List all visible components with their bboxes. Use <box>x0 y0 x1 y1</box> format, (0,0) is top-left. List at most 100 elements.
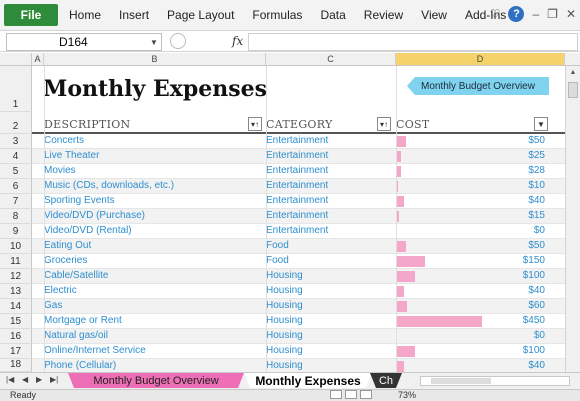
scroll-up-icon[interactable]: ▲ <box>569 69 577 76</box>
cell-category[interactable]: Housing <box>266 315 303 326</box>
row-header[interactable]: 3 <box>0 134 32 149</box>
row-header[interactable]: 14 <box>0 299 32 314</box>
cell-category[interactable]: Entertainment <box>266 165 329 176</box>
cell-description[interactable]: Gas <box>44 300 63 311</box>
cell-cost[interactable]: $100 <box>522 270 545 281</box>
row-header[interactable]: 12 <box>0 269 32 284</box>
menu-formulas[interactable]: Formulas <box>252 8 303 22</box>
tab-monthly-expenses[interactable]: Monthly Expenses <box>244 373 372 388</box>
cell-category[interactable]: Entertainment <box>266 135 329 146</box>
menu-review[interactable]: Review <box>363 8 404 22</box>
cell-description[interactable]: Music (CDs, downloads, etc.) <box>44 180 175 191</box>
table-row[interactable]: Groceries Food $150 <box>32 254 565 269</box>
row-header[interactable]: 1 <box>0 66 32 112</box>
table-row[interactable]: Phone (Cellular) Housing $40 <box>32 359 565 372</box>
prev-sheet-icon[interactable]: ◀ <box>22 375 29 384</box>
table-row[interactable]: Cable/Satellite Housing $100 <box>32 269 565 284</box>
table-row[interactable]: Movies Entertainment $28 <box>32 164 565 179</box>
row-header[interactable]: 4 <box>0 149 32 164</box>
row-header[interactable]: 18 <box>0 359 32 372</box>
menu-add-ins[interactable]: Add-Ins <box>464 8 507 22</box>
table-row[interactable]: Video/DVD (Rental) Entertainment $0 <box>32 224 565 239</box>
table-row[interactable]: Video/DVD (Purchase) Entertainment $15 <box>32 209 565 224</box>
row-header[interactable]: 13 <box>0 284 32 299</box>
cell-category[interactable]: Entertainment <box>266 195 329 206</box>
cell-category[interactable]: Entertainment <box>266 150 329 161</box>
filter-sort-icon[interactable]: ▾↑ <box>248 117 262 131</box>
cell-cost[interactable]: $450 <box>522 315 545 326</box>
cell-description[interactable]: Video/DVD (Purchase) <box>44 210 145 221</box>
table-row[interactable]: Gas Housing $60 <box>32 299 565 314</box>
row-header[interactable]: 11 <box>0 254 32 269</box>
cell-category[interactable]: Housing <box>266 270 303 281</box>
select-all-corner[interactable] <box>0 53 32 65</box>
cell-category[interactable]: Housing <box>266 345 303 356</box>
page-break-view-icon[interactable] <box>360 390 372 399</box>
worksheet-grid[interactable]: Monthly Expenses Monthly Budget Overview… <box>32 66 565 372</box>
table-row[interactable]: Mortgage or Rent Housing $450 <box>32 314 565 329</box>
row-header[interactable]: 7 <box>0 194 32 209</box>
cell-cost[interactable]: $28 <box>528 165 545 176</box>
row-header[interactable]: 8 <box>0 209 32 224</box>
column-header-d[interactable]: D <box>396 53 565 65</box>
menu-view[interactable]: View <box>421 8 447 22</box>
cell-cost[interactable]: $40 <box>528 285 545 296</box>
cell-description[interactable]: Cable/Satellite <box>44 270 109 281</box>
cell-cost[interactable]: $50 <box>528 240 545 251</box>
horizontal-scrollbar[interactable] <box>420 376 570 386</box>
cell-category[interactable]: Entertainment <box>266 225 329 236</box>
insert-function-icon[interactable]: fx <box>232 34 244 48</box>
cell-cost[interactable]: $0 <box>533 225 545 236</box>
filter-sort-icon[interactable]: ▾↑ <box>377 117 391 131</box>
restore-icon[interactable]: ❐ <box>547 7 558 21</box>
cell-description[interactable]: Groceries <box>44 255 88 266</box>
hscroll-thumb[interactable] <box>431 378 491 384</box>
table-row[interactable]: Eating Out Food $50 <box>32 239 565 254</box>
first-sheet-icon[interactable]: |◀ <box>6 375 15 384</box>
row-header[interactable]: 15 <box>0 314 32 329</box>
vertical-scrollbar[interactable]: ▲ <box>565 66 580 372</box>
cell-description[interactable]: Sporting Events <box>44 195 115 206</box>
cell-description[interactable]: Mortgage or Rent <box>44 315 122 326</box>
cell-cost[interactable]: $150 <box>522 255 545 266</box>
table-row[interactable]: Electric Housing $40 <box>32 284 565 299</box>
close-icon[interactable]: ✕ <box>565 7 576 21</box>
row-header[interactable]: 9 <box>0 224 32 239</box>
help-icon[interactable]: ? <box>508 6 525 22</box>
menu-home[interactable]: Home <box>69 8 102 22</box>
table-row[interactable]: Music (CDs, downloads, etc.) Entertainmen… <box>32 179 565 194</box>
cell-category[interactable]: Housing <box>266 285 303 296</box>
menu-insert[interactable]: Insert <box>119 8 150 22</box>
cell-category[interactable]: Entertainment <box>266 180 329 191</box>
cell-cost[interactable]: $25 <box>528 150 545 161</box>
formula-handle-icon[interactable] <box>170 33 186 49</box>
column-header-c[interactable]: C <box>266 53 396 65</box>
table-row[interactable]: Online/Internet Service Housing $100 <box>32 344 565 359</box>
zoom-level[interactable]: 73% <box>398 390 417 400</box>
normal-view-icon[interactable] <box>330 390 342 399</box>
cell-description[interactable]: Concerts <box>44 135 85 146</box>
row-header[interactable]: 10 <box>0 239 32 254</box>
next-sheet-icon[interactable]: ▶ <box>36 375 43 384</box>
cell-description[interactable]: Video/DVD (Rental) <box>44 225 132 236</box>
tab-monthly-budget-overview[interactable]: Monthly Budget Overview <box>68 373 244 388</box>
cell-cost[interactable]: $50 <box>528 135 545 146</box>
menu-data[interactable]: Data <box>320 8 346 22</box>
row-header[interactable]: 16 <box>0 329 32 344</box>
cell-description[interactable]: Online/Internet Service <box>44 345 146 356</box>
budget-overview-button[interactable]: Monthly Budget Overview <box>407 77 549 95</box>
ribbon-collapse-icon[interactable]: ♡ <box>489 7 501 21</box>
chevron-down-icon[interactable]: ▼ <box>150 37 158 47</box>
cell-category[interactable]: Housing <box>266 330 303 341</box>
row-header[interactable]: 2 <box>0 112 32 134</box>
name-box[interactable]: D164 ▼ <box>6 33 162 51</box>
menu-page-layout[interactable]: Page Layout <box>167 8 235 22</box>
column-header-a[interactable]: A <box>32 53 44 65</box>
file-tab[interactable]: File <box>4 4 58 26</box>
cell-category[interactable]: Food <box>266 240 289 251</box>
table-row[interactable]: Live Theater Entertainment $25 <box>32 149 565 164</box>
cell-cost[interactable]: $60 <box>528 300 545 311</box>
cell-category[interactable]: Housing <box>266 300 303 311</box>
formula-input[interactable] <box>248 33 578 51</box>
cell-cost[interactable]: $40 <box>528 360 545 371</box>
